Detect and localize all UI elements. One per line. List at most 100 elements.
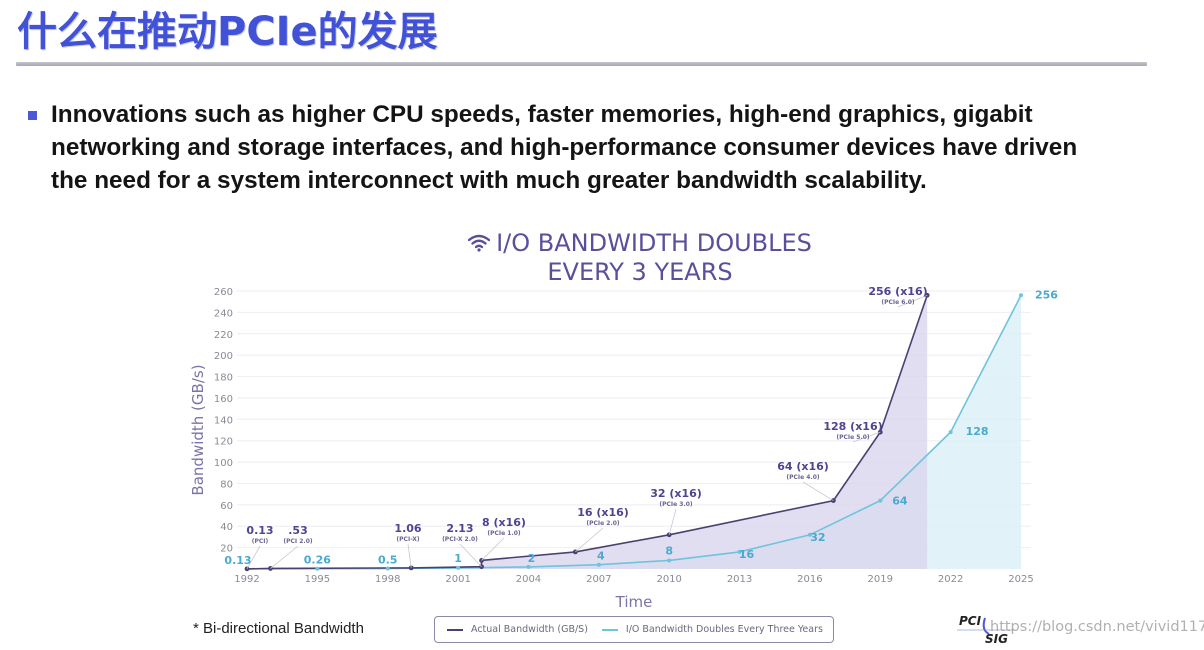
doubling-point: [667, 558, 672, 563]
actual-value-label: 2.13: [446, 522, 473, 535]
label-leader: [481, 537, 505, 561]
legend-swatch-doubling: [601, 628, 618, 631]
bullet-line-2: networking and storage interfaces, and h…: [51, 134, 1078, 161]
x-tick-label: 2007: [586, 574, 611, 585]
actual-version-label: (PCIe 2.0): [586, 520, 620, 527]
actual-version-label: (PCIe 3.0): [659, 501, 693, 508]
logo-text-pci: PCI: [959, 614, 982, 628]
actual-version-label: (PCI-X): [396, 536, 419, 543]
doubling-value-label: 0.13: [224, 554, 251, 567]
chart-legend: Actual Bandwidth (GB/S) I/O Bandwidth Do…: [434, 616, 834, 643]
bullet-line-3: the need for a system interconnect with …: [51, 167, 927, 194]
doubling-value-label: 0.26: [304, 554, 331, 567]
doubling-value-label: 256: [1035, 288, 1058, 301]
doubling-area: [247, 295, 1021, 569]
label-leader: [668, 508, 677, 535]
legend-swatch-actual: [447, 628, 463, 631]
label-leader: [459, 543, 482, 567]
doubling-point: [807, 532, 812, 537]
y-tick-label: 240: [214, 308, 233, 319]
legend-item-doubling: I/O Bandwidth Doubles Every Three Years: [601, 624, 823, 635]
title-divider: [16, 62, 1147, 66]
legend-item-actual: Actual Bandwidth (GB/S): [447, 624, 588, 635]
doubling-value-label: 0.5: [378, 553, 398, 566]
y-tick-label: 120: [214, 437, 233, 448]
bullet-line-1: Innovations such as higher CPU speeds, f…: [51, 101, 1033, 128]
x-tick-label: 2004: [516, 574, 541, 585]
y-tick-label: 140: [214, 415, 233, 426]
y-tick-label: 180: [214, 373, 233, 384]
actual-value-label: 256 (x16): [868, 285, 927, 298]
y-tick-label: 260: [214, 287, 233, 298]
chart-title: I/O BANDWIDTH DOUBLES EVERY 3 YEARS: [440, 229, 840, 286]
doubling-point: [596, 562, 601, 567]
actual-value-label: 64 (x16): [777, 460, 829, 473]
actual-value-label: 8 (x16): [482, 516, 526, 529]
bullet-square-icon: [28, 111, 37, 120]
actual-value-label: 32 (x16): [650, 487, 702, 500]
label-leader: [575, 527, 604, 553]
x-tick-label: 1995: [305, 574, 330, 585]
pci-sig-logo: PCI SIG: [955, 614, 1025, 648]
logo-text-sig: SIG: [985, 632, 1008, 646]
y-tick-label: 20: [220, 544, 233, 555]
doubling-point: [456, 565, 461, 570]
actual-version-label: (PCI 2.0): [283, 538, 312, 545]
doubling-value-label: 128: [966, 425, 989, 438]
y-tick-label: 200: [214, 351, 233, 362]
x-tick-label: 2019: [868, 574, 893, 585]
watermark: https://blog.csdn.net/vivid117: [990, 619, 1204, 635]
x-tick-label: 2010: [656, 574, 681, 585]
doubling-value-label: 64: [892, 495, 908, 508]
doubling-point: [385, 566, 390, 571]
doubling-value-label: 2: [528, 552, 536, 565]
doubling-value-label: 16: [739, 548, 755, 561]
y-tick-label: 220: [214, 330, 233, 341]
label-leader: [897, 294, 928, 308]
doubling-point: [878, 498, 883, 503]
doubling-value-label: 8: [665, 544, 673, 557]
actual-value-label: 128 (x16): [823, 420, 882, 433]
bullet-text: Innovations such as higher CPU speeds, f…: [51, 98, 1204, 197]
label-leader: [852, 431, 881, 443]
x-tick-label: 1998: [375, 574, 400, 585]
legend-label-doubling: I/O Bandwidth Doubles Every Three Years: [625, 624, 823, 635]
y-axis-label: Bandwidth (GB/s): [189, 364, 207, 495]
doubling-point: [1019, 293, 1023, 298]
slide-title: 什么在推动PCIe的发展: [17, 9, 438, 55]
doubling-point: [948, 430, 953, 435]
actual-version-label: (PCIe 4.0): [786, 474, 820, 481]
actual-area: [247, 295, 928, 569]
actual-version-label: (PCI): [252, 538, 269, 545]
actual-value-label: 16 (x16): [577, 506, 629, 519]
y-tick-label: 80: [220, 479, 233, 490]
footnote: * Bi-directional Bandwidth: [193, 620, 364, 637]
x-tick-label: 2013: [727, 574, 752, 585]
label-leader: [270, 545, 299, 569]
x-tick-label: 2016: [797, 574, 822, 585]
doubling-value-label: 1: [454, 552, 462, 565]
x-tick-label: 2025: [1008, 574, 1033, 585]
actual-version-label: (PCI-X 2.0): [442, 536, 478, 543]
x-tick-label: 2001: [445, 574, 470, 585]
actual-version-label: (PCIe 5.0): [836, 434, 870, 441]
actual-value-label: 0.13: [246, 524, 273, 537]
chart-title-line-1: I/O BANDWIDTH DOUBLES: [496, 229, 812, 257]
actual-version-label: (PCIe 1.0): [487, 530, 521, 537]
x-axis-label: Time: [615, 593, 653, 611]
y-tick-label: 40: [220, 522, 233, 533]
label-leader: [407, 543, 412, 568]
y-tick-label: 160: [214, 394, 233, 405]
doubling-point: [526, 564, 531, 569]
doubling-value-label: 32: [810, 531, 825, 544]
doubling-point: [737, 549, 742, 554]
chart-title-line-2: EVERY 3 YEARS: [547, 258, 733, 286]
y-tick-label: 100: [214, 458, 233, 469]
actual-value-label: 1.06: [394, 522, 421, 535]
x-tick-label: 1992: [234, 574, 259, 585]
doubling-value-label: 4: [597, 550, 605, 563]
y-tick-label: 60: [220, 501, 233, 512]
label-leader: [246, 545, 261, 570]
legend-label-actual: Actual Bandwidth (GB/S): [471, 624, 588, 635]
